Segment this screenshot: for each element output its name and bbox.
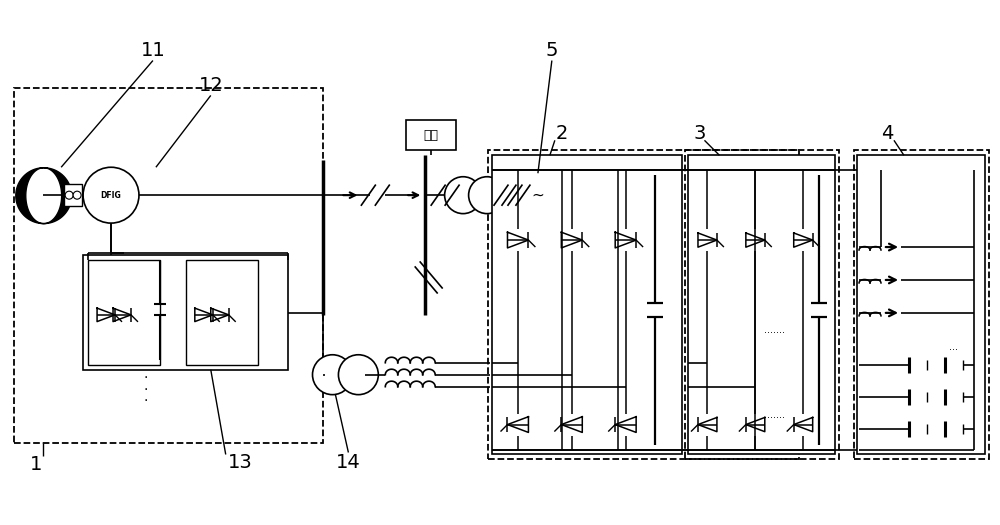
Bar bbox=[492, 155, 682, 455]
Bar bbox=[186, 260, 258, 365]
Text: 13: 13 bbox=[228, 453, 253, 472]
Circle shape bbox=[516, 173, 560, 217]
Bar bbox=[406, 120, 456, 150]
Text: ·······: ······· bbox=[764, 328, 785, 338]
Bar bbox=[854, 150, 989, 459]
Text: 11: 11 bbox=[141, 41, 165, 60]
Bar bbox=[857, 155, 985, 455]
Bar bbox=[83, 255, 288, 370]
Circle shape bbox=[312, 355, 352, 395]
Circle shape bbox=[469, 177, 506, 214]
Circle shape bbox=[445, 177, 482, 214]
Text: 5: 5 bbox=[546, 41, 558, 60]
Circle shape bbox=[73, 191, 81, 199]
Bar bbox=[488, 150, 799, 459]
Circle shape bbox=[83, 167, 139, 223]
Bar bbox=[688, 155, 835, 455]
Bar bbox=[14, 88, 323, 443]
Bar bbox=[685, 150, 839, 459]
Text: ·
·
·: · · · bbox=[144, 371, 148, 408]
Text: 14: 14 bbox=[336, 453, 361, 472]
Text: 12: 12 bbox=[198, 76, 223, 95]
Circle shape bbox=[65, 191, 73, 199]
Text: 负荷: 负荷 bbox=[424, 129, 439, 142]
Text: 3: 3 bbox=[693, 124, 706, 143]
Bar bbox=[88, 260, 160, 365]
Text: DFIG: DFIG bbox=[101, 191, 121, 200]
Text: ···: ··· bbox=[949, 345, 958, 355]
Bar bbox=[64, 184, 82, 206]
Text: ·······: ······· bbox=[764, 414, 785, 424]
Text: 1: 1 bbox=[30, 455, 42, 474]
Circle shape bbox=[338, 355, 378, 395]
Text: 4: 4 bbox=[881, 124, 893, 143]
Text: ~: ~ bbox=[532, 187, 544, 203]
Text: 2: 2 bbox=[556, 124, 568, 143]
